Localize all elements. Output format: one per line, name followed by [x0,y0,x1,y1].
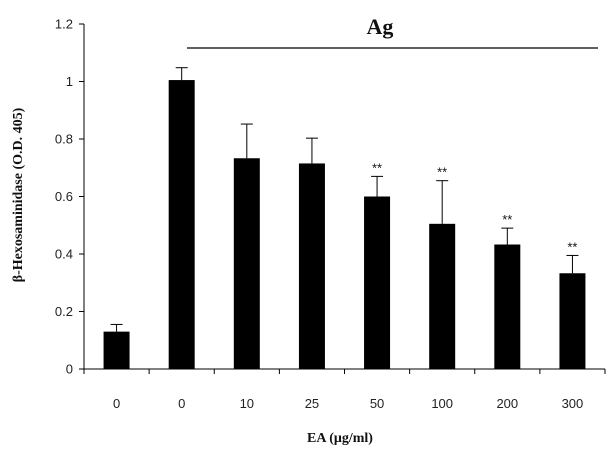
bar [103,331,130,369]
x-tick-label: 0 [113,396,120,411]
x-tick-label: 0 [178,396,185,411]
y-tick-label: 0.2 [55,304,73,319]
y-tick-label: 1 [66,74,73,89]
significance-label: ** [437,165,447,180]
y-tick-label: 0.4 [55,247,73,262]
bar [298,163,325,369]
ag-group-label: Ag [367,14,394,39]
bar [559,273,586,369]
significance-markers: ** ** ** ** [372,160,578,254]
bars [103,80,586,369]
y-tick-label: 0 [66,362,73,377]
y-tick-label: 0.6 [55,189,73,204]
x-tick-label: 50 [370,396,384,411]
x-axis: 0 0 10 25 50 100 200 300 [83,368,606,411]
bar [168,80,195,369]
x-tick-label: 200 [496,396,518,411]
x-axis-title: EA (μg/ml) [307,431,373,446]
y-axis-title: β-Hexosaminidase (O.D. 405) [11,107,26,282]
y-axis: 0 0.2 0.4 0.6 0.8 1 1.2 [55,17,85,377]
significance-label: ** [372,160,382,175]
x-tick-label: 300 [562,396,584,411]
error-bars [110,67,579,332]
bar [429,223,456,369]
bar [233,158,260,369]
significance-label: ** [502,212,512,227]
x-tick-label: 25 [305,396,319,411]
y-tick-label: 1.2 [55,17,73,32]
y-tick-label: 0.8 [55,132,73,147]
bar [494,244,521,369]
bar [364,196,391,369]
x-tick-label: 10 [240,396,254,411]
significance-label: ** [567,239,577,254]
x-tick-label: 100 [431,396,453,411]
